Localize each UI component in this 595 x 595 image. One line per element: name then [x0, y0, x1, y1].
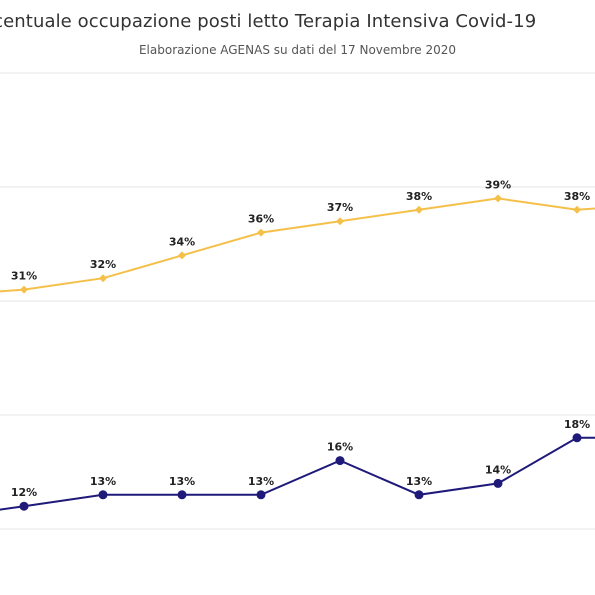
data-point[interactable]: [573, 205, 581, 214]
data-point[interactable]: [572, 433, 582, 443]
data-point[interactable]: [415, 205, 423, 214]
data-point[interactable]: [177, 490, 187, 500]
data-label: 14%: [485, 463, 511, 476]
data-point[interactable]: [335, 456, 345, 466]
data-point[interactable]: [98, 490, 108, 500]
data-point[interactable]: [19, 501, 29, 511]
data-point[interactable]: [494, 194, 502, 203]
data-point[interactable]: [414, 490, 424, 500]
data-label: 16%: [327, 441, 353, 454]
data-point[interactable]: [99, 274, 107, 283]
data-label: 38%: [406, 190, 432, 203]
chart-title: rcentuale occupazione posti letto Terapi…: [0, 11, 537, 32]
data-point[interactable]: [178, 251, 186, 260]
data-label: 13%: [406, 475, 432, 488]
data-label: 13%: [248, 475, 274, 488]
data-label: 18%: [564, 418, 590, 431]
data-point[interactable]: [256, 490, 266, 500]
data-label: 13%: [90, 475, 116, 488]
chart-subtitle: Elaborazione AGENAS su dati del 17 Novem…: [138, 43, 457, 57]
data-label: 36%: [248, 213, 274, 226]
data-label: 39%: [485, 178, 511, 191]
data-label: 32%: [90, 258, 116, 271]
data-point[interactable]: [257, 228, 265, 237]
data-point[interactable]: [20, 285, 28, 294]
data-label: 13%: [169, 475, 195, 488]
series-line-0: [0, 197, 595, 293]
data-label: 34%: [169, 235, 195, 248]
data-label: 12%: [11, 486, 37, 499]
data-label: 31%: [11, 270, 37, 283]
data-label: 38%: [564, 190, 590, 203]
data-point[interactable]: [336, 217, 344, 226]
data-point[interactable]: [493, 478, 503, 488]
series-line-1: [0, 436, 595, 511]
data-label: 37%: [327, 201, 353, 214]
